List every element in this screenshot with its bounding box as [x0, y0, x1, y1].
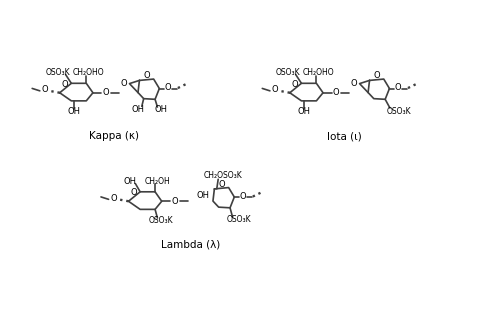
Text: O: O	[130, 188, 137, 197]
Text: O: O	[165, 83, 171, 92]
Text: OSO₃K: OSO₃K	[276, 68, 300, 77]
Text: Lambda (λ): Lambda (λ)	[160, 240, 220, 250]
Text: O: O	[110, 194, 117, 203]
Text: OSO₃K: OSO₃K	[46, 68, 71, 77]
Text: OH: OH	[154, 105, 167, 115]
Text: CH₂OHO: CH₂OHO	[73, 68, 105, 77]
Text: O: O	[103, 88, 109, 97]
Text: OH: OH	[67, 107, 80, 116]
Text: O: O	[120, 79, 127, 88]
Text: Kappa (κ): Kappa (κ)	[89, 131, 139, 141]
Text: OSO₃K: OSO₃K	[226, 215, 251, 224]
Text: O: O	[143, 71, 150, 80]
Text: OH: OH	[132, 105, 144, 114]
Text: O: O	[240, 191, 246, 201]
Text: CH₂OHO: CH₂OHO	[303, 68, 335, 77]
Text: O: O	[218, 180, 225, 189]
Text: O: O	[172, 197, 178, 206]
Text: O: O	[291, 80, 298, 89]
Text: O: O	[271, 85, 278, 94]
Text: OSO₃K: OSO₃K	[386, 107, 411, 116]
Text: OH: OH	[196, 191, 209, 200]
Text: O: O	[333, 88, 340, 97]
Text: CH₂OH: CH₂OH	[144, 177, 170, 186]
Text: OH: OH	[123, 177, 136, 186]
Text: O: O	[350, 79, 357, 88]
Text: O: O	[41, 85, 48, 94]
Text: Iota (ι): Iota (ι)	[327, 131, 362, 141]
Text: O: O	[61, 80, 68, 89]
Text: O: O	[373, 71, 380, 80]
Text: OH: OH	[297, 107, 310, 116]
Text: O: O	[395, 83, 401, 92]
Text: OSO₃K: OSO₃K	[148, 216, 173, 226]
Text: CH₂OSO₃K: CH₂OSO₃K	[204, 171, 242, 180]
